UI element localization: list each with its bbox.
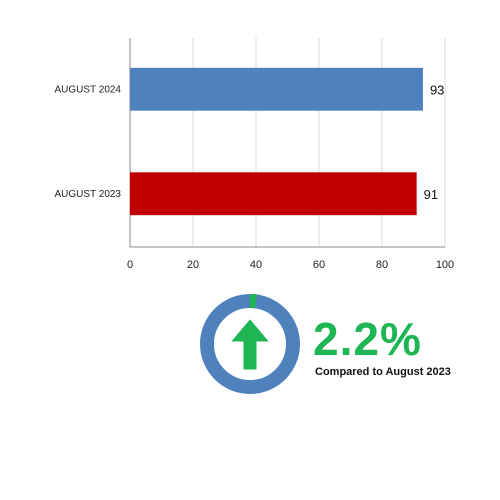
x-tick-label: 40 <box>250 259 262 271</box>
change-caption: Compared to August 2023 <box>315 366 451 378</box>
category-label: AUGUST 2023 <box>54 189 121 200</box>
category-labels: AUGUST 2024 AUGUST 2023 <box>54 84 121 200</box>
x-tick-label: 80 <box>376 259 388 271</box>
x-tick-labels: 0 20 40 60 80 100 <box>127 259 454 271</box>
bar-data-label: 93 <box>430 82 444 97</box>
x-tick-label: 100 <box>436 259 454 271</box>
change-percentage: 2.2% <box>313 313 422 365</box>
bar-chart: 93 91 0 20 40 60 80 100 AUGUST 2024 AUGUST 2023 <box>54 38 454 271</box>
bar <box>130 172 417 216</box>
change-indicator <box>200 294 300 394</box>
x-tick-label: 60 <box>313 259 325 271</box>
x-tick-label: 0 <box>127 259 133 271</box>
x-tick-label: 20 <box>187 259 199 271</box>
up-arrow-icon <box>224 314 276 373</box>
bars-group: 93 91 <box>130 67 444 216</box>
category-label: AUGUST 2024 <box>54 84 121 95</box>
bar <box>130 67 423 111</box>
bar-data-label: 91 <box>424 187 438 202</box>
